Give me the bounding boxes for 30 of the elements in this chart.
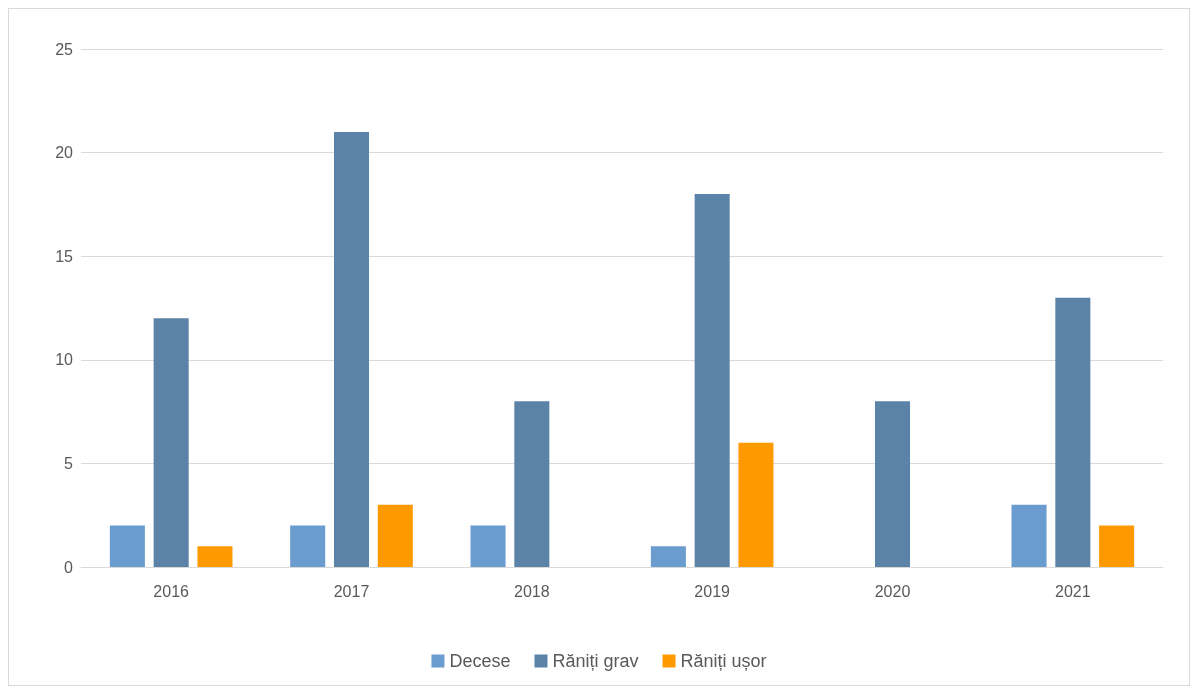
bar: [1055, 297, 1091, 567]
bar: [1099, 525, 1135, 567]
x-tick-label: 2017: [333, 582, 370, 600]
bar: [109, 525, 145, 567]
bar: [738, 442, 774, 567]
x-tick-label: 2016: [153, 582, 190, 600]
y-tick-label: 20: [55, 144, 74, 162]
bar: [290, 525, 326, 567]
x-tick-label: 2019: [694, 582, 731, 600]
bar: [153, 318, 189, 567]
x-tick-label: 2018: [514, 582, 550, 600]
y-tick-label: 15: [55, 247, 74, 265]
legend-label: Decese: [449, 651, 511, 671]
legend-label: Răniți grav: [552, 651, 639, 671]
bar: [514, 401, 550, 567]
bar: [470, 525, 506, 567]
legend-label: Răniți ușor: [680, 651, 767, 671]
bar: [1011, 504, 1047, 567]
y-tick-label: 10: [55, 351, 74, 369]
x-tick-label: 2021: [1055, 582, 1091, 600]
bar: [650, 546, 686, 567]
y-tick-label: 5: [64, 454, 74, 472]
bar: [874, 401, 911, 567]
bar: [694, 194, 730, 567]
y-tick-label: 25: [55, 40, 74, 58]
bar: [197, 546, 233, 567]
bar: [333, 131, 370, 567]
x-tick-label: 2020: [874, 582, 911, 600]
bar: [377, 504, 413, 567]
y-tick-label: 0: [64, 558, 74, 576]
